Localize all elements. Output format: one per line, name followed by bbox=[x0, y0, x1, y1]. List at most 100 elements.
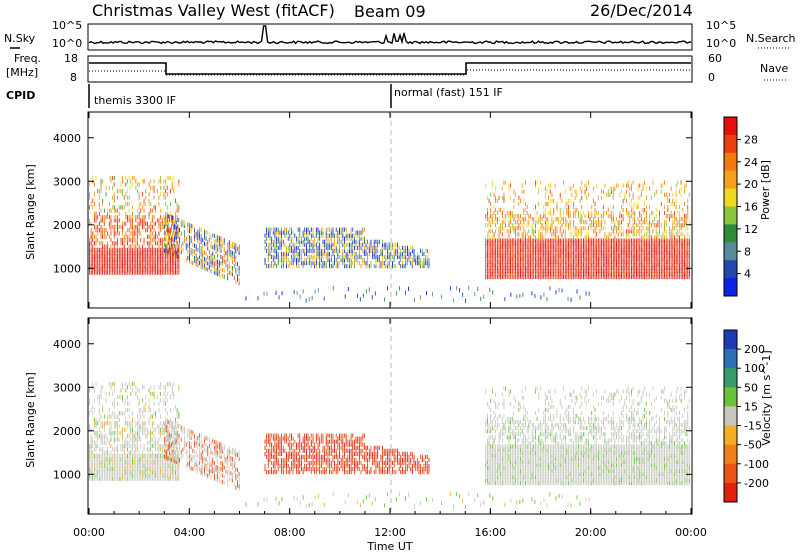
power-cell bbox=[89, 254, 90, 259]
power-cell bbox=[589, 253, 591, 258]
power-cell bbox=[594, 207, 596, 213]
power-cell bbox=[150, 179, 152, 184]
power-cell bbox=[276, 245, 278, 250]
power-cell bbox=[569, 265, 571, 270]
power-cell bbox=[687, 250, 689, 255]
power-cell bbox=[544, 210, 546, 216]
power-cell bbox=[309, 254, 311, 260]
power-cell bbox=[135, 247, 137, 252]
power-cell bbox=[627, 256, 629, 261]
power-cell bbox=[634, 271, 636, 277]
power-cell bbox=[679, 244, 680, 249]
power-cell bbox=[672, 244, 674, 249]
power-cell bbox=[591, 271, 593, 277]
power-cell bbox=[319, 248, 321, 253]
power-cell bbox=[490, 268, 492, 273]
power-cell bbox=[566, 247, 568, 252]
power-cell bbox=[679, 253, 680, 258]
power-cell bbox=[399, 286, 400, 291]
power-cell bbox=[515, 235, 516, 240]
power-cell bbox=[640, 247, 642, 252]
power-cell bbox=[320, 257, 322, 263]
power-cell bbox=[677, 274, 679, 280]
power-cell bbox=[617, 262, 619, 267]
power-cell bbox=[569, 247, 571, 252]
power-cell bbox=[232, 241, 233, 246]
power-cell bbox=[553, 232, 555, 237]
power-cell bbox=[332, 248, 334, 253]
power-cell bbox=[342, 242, 344, 247]
velocity-cell bbox=[113, 414, 115, 419]
power-cell bbox=[108, 215, 110, 220]
power-cell bbox=[619, 259, 621, 264]
power-cell bbox=[636, 259, 637, 264]
power-cell bbox=[138, 231, 140, 236]
power-cell bbox=[644, 250, 646, 255]
power-cell bbox=[579, 247, 581, 252]
power-cell bbox=[90, 221, 92, 226]
power-cell bbox=[508, 241, 510, 246]
velocity-cell bbox=[113, 457, 115, 462]
power-cell bbox=[358, 248, 360, 253]
velocity-cell bbox=[117, 457, 118, 462]
power-cell bbox=[90, 251, 92, 256]
velocity-cell bbox=[118, 453, 120, 458]
velocity-cell bbox=[127, 476, 128, 481]
power-cell bbox=[546, 259, 548, 264]
power-cell bbox=[170, 189, 171, 194]
power-cell bbox=[140, 264, 142, 269]
power-cell bbox=[672, 232, 674, 237]
power-cell bbox=[548, 271, 550, 277]
power-cell bbox=[574, 241, 576, 246]
power-cell bbox=[549, 259, 551, 264]
power-cell bbox=[342, 239, 344, 244]
power-cell bbox=[225, 254, 227, 259]
power-cell bbox=[490, 214, 492, 219]
power-cell bbox=[163, 260, 165, 265]
power-cell bbox=[329, 264, 330, 269]
power-cell bbox=[553, 250, 555, 255]
power-cell bbox=[207, 267, 209, 272]
power-cell bbox=[684, 235, 685, 240]
power-cell bbox=[337, 254, 339, 260]
power-ylabel: Slant Range [km] bbox=[24, 164, 37, 260]
power-cell bbox=[175, 234, 176, 239]
power-cell bbox=[629, 241, 631, 246]
power-cell bbox=[320, 264, 322, 269]
power-cell bbox=[120, 267, 122, 272]
power-cell bbox=[619, 268, 621, 273]
power-cell bbox=[573, 214, 574, 219]
power-cell bbox=[428, 251, 430, 257]
power-cell bbox=[612, 271, 614, 277]
power-cell bbox=[548, 250, 550, 255]
power-cell bbox=[578, 271, 579, 277]
velocity-cell bbox=[95, 476, 97, 481]
velocity-cell bbox=[95, 430, 97, 436]
power-cell bbox=[617, 265, 619, 270]
power-cell bbox=[510, 238, 511, 243]
power-cell bbox=[546, 220, 548, 225]
power-cell bbox=[496, 268, 498, 273]
power-cell bbox=[345, 251, 347, 257]
power-cell bbox=[337, 248, 339, 253]
power-cell bbox=[230, 256, 232, 261]
power-cell bbox=[138, 218, 140, 223]
power-cell bbox=[175, 218, 176, 223]
power-cell bbox=[574, 226, 576, 231]
power-cell bbox=[127, 267, 128, 272]
power-cell bbox=[105, 215, 107, 220]
power-cell bbox=[292, 245, 294, 250]
power-cell bbox=[314, 264, 316, 269]
power-cell bbox=[632, 265, 634, 270]
power-cell bbox=[266, 233, 268, 238]
power-cell bbox=[583, 244, 584, 249]
power-cell bbox=[165, 202, 167, 207]
power-cell bbox=[115, 260, 117, 265]
power-cell bbox=[627, 238, 629, 243]
power-cell bbox=[553, 256, 555, 261]
power-cell bbox=[554, 256, 556, 261]
power-cell bbox=[612, 250, 614, 255]
power-cell bbox=[296, 290, 298, 296]
power-cell bbox=[113, 195, 115, 200]
power-cell bbox=[166, 175, 168, 181]
